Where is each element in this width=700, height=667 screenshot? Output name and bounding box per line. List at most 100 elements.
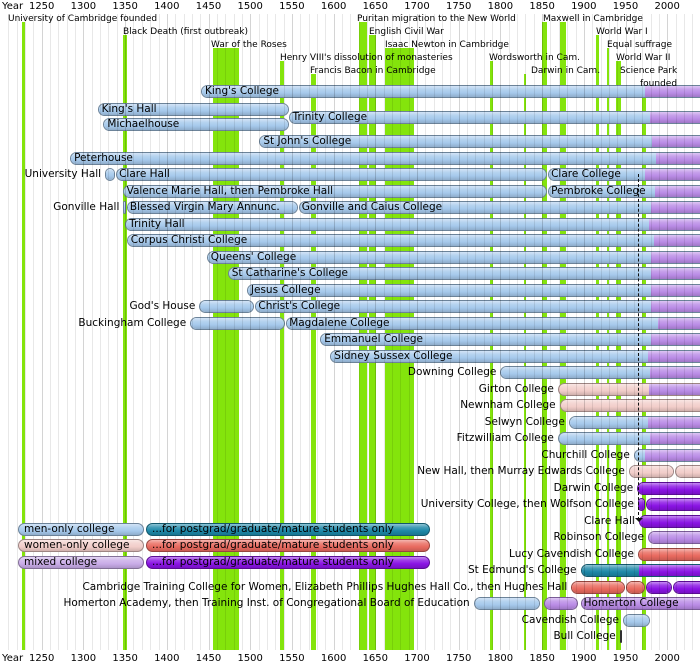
- bar-gonville-caius[interactable]: [123, 201, 126, 214]
- bar-label-homerton[interactable]: Homerton College: [583, 597, 679, 609]
- bar-label-peterhouse[interactable]: Peterhouse: [74, 151, 133, 164]
- bar-queens-college[interactable]: [206, 250, 700, 264]
- bar-murray-edwards[interactable]: [628, 465, 674, 478]
- bar-clare-hall[interactable]: [638, 514, 700, 528]
- bar-segment-downing-1978[interactable]: [649, 367, 700, 378]
- bar-segment-churchill-1972[interactable]: [644, 449, 700, 461]
- bar-label-christs-college[interactable]: Christ's College: [258, 300, 341, 312]
- bar-label-gonville-caius[interactable]: Blessed Virgin Mary Annunc.: [129, 201, 280, 213]
- bar-sidney-sussex[interactable]: [330, 349, 700, 363]
- bar-segment-queens-college-1980[interactable]: [651, 251, 700, 263]
- bar-segment-emmanuel-1979[interactable]: [650, 334, 700, 345]
- bar-selwyn[interactable]: [568, 415, 700, 429]
- bar-segment-christs-college-1979[interactable]: [650, 301, 700, 312]
- bar-gonville-caius[interactable]: [126, 201, 298, 214]
- bar-segment-st-catharines-1979[interactable]: [650, 268, 700, 279]
- bar-segment-christs-college-1505[interactable]: [256, 301, 651, 312]
- bar-segment-trinity-college-1546[interactable]: [289, 111, 650, 123]
- bar-label-clare[interactable]: Clare Hall: [119, 168, 170, 180]
- bar-segment-clare-1338[interactable]: [117, 169, 547, 180]
- row-label-fitzwilliam[interactable]: Fitzwilliam College: [456, 432, 554, 444]
- row-label-magdalene[interactable]: Buckingham College: [78, 316, 187, 329]
- row-label-gonville-caius[interactable]: Gonville Hall: [53, 201, 120, 213]
- bar-cavendish[interactable]: [623, 613, 650, 627]
- bar-segment-clare-hall-1966[interactable]: [639, 515, 700, 527]
- bar-bull[interactable]: [619, 630, 623, 643]
- bar-segment-gonville-caius-1979[interactable]: [650, 202, 700, 213]
- bar-label-trinity-hall[interactable]: Trinity Hall: [129, 217, 185, 230]
- row-label-clare[interactable]: University Hall: [24, 168, 102, 180]
- bar-segment-christs-college-1439[interactable]: [200, 301, 254, 312]
- bar-label-clare[interactable]: Clare College: [551, 168, 621, 180]
- bar-downing[interactable]: [500, 366, 700, 379]
- row-label-murray-edwards[interactable]: New Hall, then Murray Edwards College: [417, 465, 625, 477]
- bar-label-jesus-college[interactable]: Jesus College: [250, 283, 321, 296]
- bar-robinson[interactable]: [648, 531, 700, 544]
- bar-label-pembroke[interactable]: Pembroke College: [551, 184, 646, 197]
- bar-segment-selwyn-1976[interactable]: [648, 416, 700, 428]
- bar-churchill[interactable]: [633, 448, 700, 462]
- bar-segment-kings-college-1972[interactable]: [644, 86, 700, 97]
- bar-segment-homerton-1895[interactable]: [581, 598, 700, 609]
- bar-segment-lucy-cavendish-1965[interactable]: [639, 548, 700, 560]
- bar-homerton[interactable]: [580, 597, 700, 610]
- bar-hughes-hall[interactable]: [673, 580, 700, 594]
- row-label-christs-college[interactable]: God's House: [129, 300, 196, 312]
- row-label-robinson[interactable]: Robinson College: [553, 531, 644, 543]
- bar-emmanuel[interactable]: [320, 333, 700, 346]
- row-label-st-edmunds[interactable]: St Edmund's College: [468, 564, 577, 576]
- bar-gonville-caius[interactable]: [298, 201, 700, 214]
- bar-segment-pembroke-1984[interactable]: [654, 185, 700, 197]
- bar-segment-girton-1869[interactable]: [558, 383, 649, 395]
- bar-segment-kings-hall-1317[interactable]: [98, 104, 288, 115]
- bar-michaelhouse[interactable]: [103, 118, 289, 131]
- bar-clare[interactable]: [116, 168, 548, 181]
- bar-segment-newnham-1871[interactable]: [560, 400, 700, 411]
- bar-pembroke[interactable]: [548, 184, 700, 198]
- bar-girton[interactable]: [557, 382, 700, 396]
- bar-segment-michaelhouse-1324[interactable]: [104, 119, 288, 130]
- bar-label-sidney-sussex[interactable]: Sidney Sussex College: [334, 349, 453, 362]
- bar-label-kings-hall[interactable]: King's Hall: [101, 103, 157, 115]
- bar-segment-hughes-hall-1973[interactable]: [646, 581, 672, 593]
- bar-segment-selwyn-1882[interactable]: [569, 416, 649, 428]
- bar-darwin[interactable]: [637, 481, 700, 495]
- bar-segment-st-johns-college-1981[interactable]: [652, 135, 700, 147]
- row-label-churchill[interactable]: Churchill College: [541, 448, 630, 461]
- bar-magdalene[interactable]: [286, 316, 700, 330]
- bar-segment-clare-1326[interactable]: [106, 169, 115, 180]
- bar-homerton[interactable]: [473, 597, 541, 610]
- bar-segment-girton-1977[interactable]: [648, 383, 700, 395]
- bar-trinity-hall[interactable]: [125, 217, 700, 231]
- bar-christs-college[interactable]: [199, 300, 255, 313]
- bar-segment-murray-edwards-2008[interactable]: [675, 466, 700, 477]
- bar-label-queens-college[interactable]: Queens' College: [210, 250, 297, 263]
- bar-segment-gonville-caius-1351[interactable]: [127, 202, 297, 213]
- row-label-girton[interactable]: Girton College: [478, 382, 554, 395]
- bar-label-st-catharines[interactable]: St Catharine's College: [231, 267, 348, 279]
- bar-pembroke[interactable]: [122, 184, 548, 198]
- bar-segment-bull-1943[interactable]: [620, 631, 622, 642]
- bar-fitzwilliam[interactable]: [557, 432, 700, 445]
- bar-segment-st-catharines-1473[interactable]: [228, 268, 651, 279]
- bar-kings-hall[interactable]: [97, 103, 289, 116]
- bar-peterhouse[interactable]: [70, 151, 700, 165]
- bar-segment-sidney-sussex-1596[interactable]: [331, 350, 649, 362]
- row-label-darwin[interactable]: Darwin College: [553, 481, 634, 494]
- bar-homerton[interactable]: [543, 597, 578, 610]
- bar-segment-st-johns-college-1511[interactable]: [260, 135, 653, 147]
- bar-segment-hughes-hall-1885[interactable]: [572, 581, 624, 593]
- row-label-lucy-cavendish[interactable]: Lucy Cavendish College: [509, 547, 634, 560]
- bar-segment-magdalene-1428[interactable]: [191, 317, 285, 329]
- bar-segment-queens-college-1448[interactable]: [207, 251, 652, 263]
- bar-label-corpus-christi[interactable]: Corpus Christi College: [130, 234, 248, 246]
- row-label-bull[interactable]: Bull College: [553, 630, 616, 642]
- bar-segment-hughes-hall-1949[interactable]: [626, 581, 644, 593]
- bar-segment-fitzwilliam-1978[interactable]: [649, 433, 700, 444]
- bar-segment-magdalene-1988[interactable]: [658, 317, 700, 329]
- bar-segment-darwin-1964[interactable]: [638, 482, 700, 494]
- bar-segment-wolfson-1973[interactable]: [646, 499, 700, 510]
- row-label-downing[interactable]: Downing College: [407, 366, 497, 378]
- bar-segment-robinson-1977[interactable]: [649, 532, 700, 543]
- bar-segment-wolfson-1965[interactable]: [639, 499, 644, 510]
